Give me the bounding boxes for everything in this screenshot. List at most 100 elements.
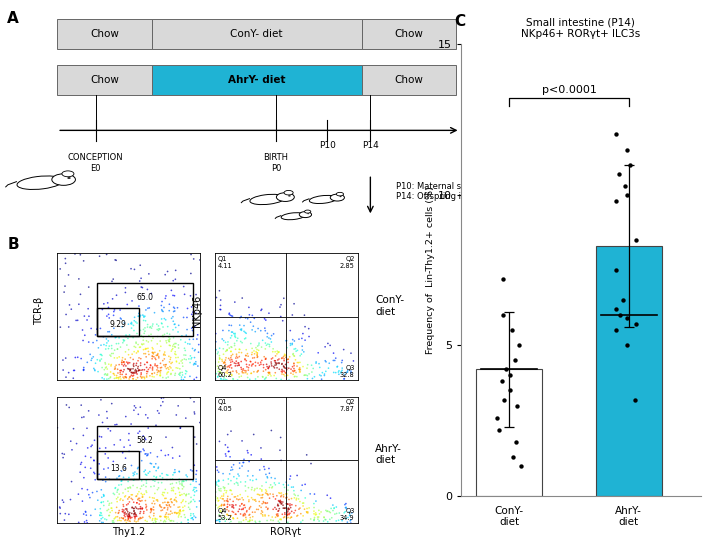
Point	[220, 371, 232, 380]
Point	[142, 338, 154, 347]
Point	[83, 338, 94, 347]
Point	[221, 375, 232, 384]
Point	[146, 289, 157, 298]
Point	[320, 515, 331, 524]
Point	[295, 368, 306, 376]
Point	[117, 370, 128, 379]
Point	[92, 367, 104, 376]
Point	[293, 335, 305, 344]
Point	[92, 487, 103, 496]
Point	[342, 513, 354, 522]
Point	[338, 509, 350, 517]
Point	[156, 320, 167, 328]
Point	[130, 361, 142, 370]
Point	[174, 467, 185, 476]
Point	[119, 512, 131, 521]
Point	[297, 362, 309, 371]
Point	[159, 351, 171, 360]
Point	[336, 358, 347, 367]
Point	[282, 513, 294, 522]
Point	[120, 515, 132, 524]
Point	[130, 510, 142, 518]
Point	[187, 486, 199, 495]
Point	[218, 490, 230, 499]
Point	[149, 309, 160, 317]
Point	[155, 446, 167, 455]
Point	[94, 252, 105, 261]
Point	[260, 511, 271, 520]
Point	[277, 366, 289, 375]
Point	[104, 342, 115, 350]
Point	[332, 368, 344, 376]
Point	[133, 301, 144, 310]
Point	[144, 371, 156, 380]
Point	[250, 497, 262, 506]
Point	[247, 471, 259, 480]
Point	[85, 464, 97, 473]
Point	[254, 497, 265, 506]
Point	[99, 370, 110, 379]
Point	[255, 493, 267, 502]
Point	[150, 517, 162, 526]
Point	[94, 460, 105, 468]
Point	[225, 517, 237, 526]
Point	[140, 353, 152, 361]
Point	[214, 287, 225, 295]
Point	[190, 475, 202, 484]
Point	[247, 348, 258, 357]
Point	[159, 362, 171, 371]
Point	[262, 490, 273, 499]
Point	[281, 489, 292, 498]
Point	[257, 336, 268, 345]
Ellipse shape	[310, 196, 337, 203]
Point	[226, 463, 237, 472]
Point	[189, 359, 200, 368]
Point	[193, 348, 204, 356]
Point	[153, 463, 164, 472]
Point	[245, 476, 256, 484]
Point	[178, 477, 189, 485]
Point	[78, 366, 89, 375]
Point	[244, 310, 255, 319]
Point	[289, 366, 300, 375]
Point	[145, 508, 157, 517]
Point	[190, 483, 202, 492]
Point	[232, 507, 244, 516]
Point	[140, 306, 152, 315]
Bar	[476, 369, 542, 496]
Point	[118, 514, 129, 523]
Point	[230, 500, 242, 509]
Point	[154, 501, 165, 510]
Point	[250, 327, 261, 336]
Point	[327, 356, 339, 365]
Point	[167, 453, 179, 462]
Point	[175, 336, 187, 344]
Point	[114, 472, 125, 480]
Point	[245, 513, 256, 522]
Point	[240, 366, 252, 375]
Point	[333, 370, 345, 379]
Point	[290, 347, 302, 355]
Point	[145, 361, 157, 370]
Point	[109, 490, 120, 499]
Point	[149, 360, 161, 369]
Point	[242, 472, 253, 480]
Point	[162, 336, 174, 344]
Point	[77, 336, 89, 345]
Point	[272, 510, 283, 518]
Point	[220, 358, 231, 367]
Point	[179, 344, 190, 353]
Point	[194, 418, 205, 427]
Point	[250, 375, 261, 383]
Point	[249, 349, 260, 358]
Point	[128, 359, 139, 368]
Point	[222, 363, 233, 371]
Point	[73, 490, 84, 499]
Point	[169, 320, 180, 329]
Point	[183, 499, 194, 508]
Point	[78, 256, 89, 265]
Point	[306, 361, 317, 370]
Point	[270, 480, 281, 489]
Point	[194, 480, 205, 489]
Point	[173, 512, 184, 521]
